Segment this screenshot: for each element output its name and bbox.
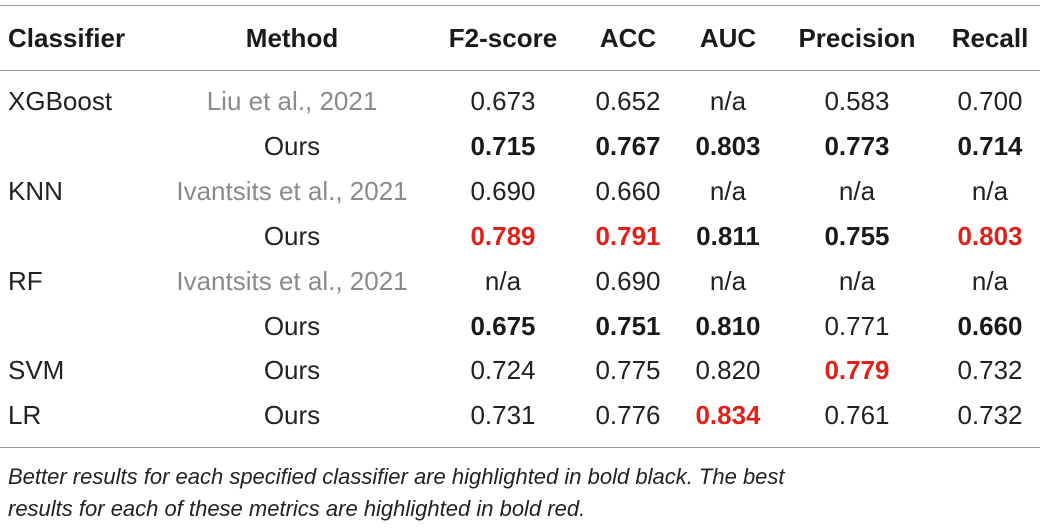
acc-cell: 0.652 [595, 86, 661, 116]
header-cell: Recall [951, 23, 1029, 53]
header-cell: F2-score [448, 23, 558, 53]
classifier-cell: RF [8, 265, 43, 296]
recall-cell: n/a [971, 265, 1009, 296]
method-cell: Ivantsits et al., 2021 [176, 175, 408, 206]
acc-cell: 0.767 [595, 130, 661, 161]
recall-cell: 0.700 [957, 86, 1023, 116]
acc-cell: 0.775 [595, 355, 661, 386]
f2-score-cell: 0.690 [470, 175, 536, 206]
acc-cell: 0.660 [595, 175, 661, 206]
recall-cell: 0.803 [957, 220, 1023, 251]
method-cell: Liu et al., 2021 [206, 86, 378, 116]
top-rule [0, 5, 1040, 6]
precision-cell: n/a [838, 175, 876, 206]
header-cell: ACC [599, 23, 657, 53]
precision-cell: n/a [838, 265, 876, 296]
header-cell: AUC [699, 23, 757, 53]
precision-cell: 0.755 [824, 220, 890, 251]
precision-cell: 0.761 [824, 400, 890, 431]
precision-cell: 0.773 [824, 130, 890, 161]
classifier-cell: XGBoost [8, 86, 113, 116]
method-cell: Ivantsits et al., 2021 [176, 265, 408, 296]
recall-cell: 0.732 [957, 355, 1023, 386]
recall-cell: n/a [971, 175, 1009, 206]
acc-cell: 0.776 [595, 400, 661, 431]
auc-cell: 0.803 [695, 130, 761, 161]
footnote: Better results for each specified classi… [8, 464, 785, 489]
recall-cell: 0.660 [957, 310, 1023, 341]
footnote: results for each of these metrics are hi… [8, 496, 586, 521]
method-cell: Ours [263, 220, 321, 251]
acc-cell: 0.751 [595, 310, 661, 341]
header-cell: Classifier [8, 23, 126, 53]
precision-cell: 0.583 [824, 86, 890, 116]
auc-cell: 0.834 [695, 400, 761, 431]
bottom-rule [0, 447, 1040, 448]
header-cell: Precision [798, 23, 916, 53]
header-rule [0, 70, 1040, 71]
precision-cell: 0.771 [824, 310, 890, 341]
auc-cell: 0.811 [696, 220, 760, 251]
f2-score-cell: 0.715 [470, 130, 536, 161]
f2-score-cell: 0.673 [470, 86, 536, 116]
method-cell: Ours [263, 400, 321, 431]
auc-cell: n/a [709, 175, 747, 206]
f2-score-cell: 0.731 [470, 400, 536, 431]
auc-cell: n/a [709, 86, 747, 116]
classifier-cell: SVM [8, 355, 65, 386]
method-cell: Ours [263, 310, 321, 341]
classifier-cell: LR [8, 400, 42, 431]
acc-cell: 0.690 [595, 265, 661, 296]
precision-cell: 0.779 [824, 355, 890, 386]
auc-cell: 0.820 [695, 355, 761, 386]
recall-cell: 0.714 [957, 130, 1023, 161]
f2-score-cell: n/a [484, 265, 522, 296]
f2-score-cell: 0.724 [470, 355, 536, 386]
acc-cell: 0.791 [595, 220, 661, 251]
method-cell: Ours [263, 130, 321, 161]
f2-score-cell: 0.675 [470, 310, 536, 341]
classifier-cell: KNN [8, 175, 63, 206]
auc-cell: 0.810 [695, 310, 761, 341]
method-cell: Ours [263, 355, 321, 386]
header-cell: Method [245, 23, 339, 53]
f2-score-cell: 0.789 [470, 220, 536, 251]
auc-cell: n/a [709, 265, 747, 296]
recall-cell: 0.732 [957, 400, 1023, 431]
